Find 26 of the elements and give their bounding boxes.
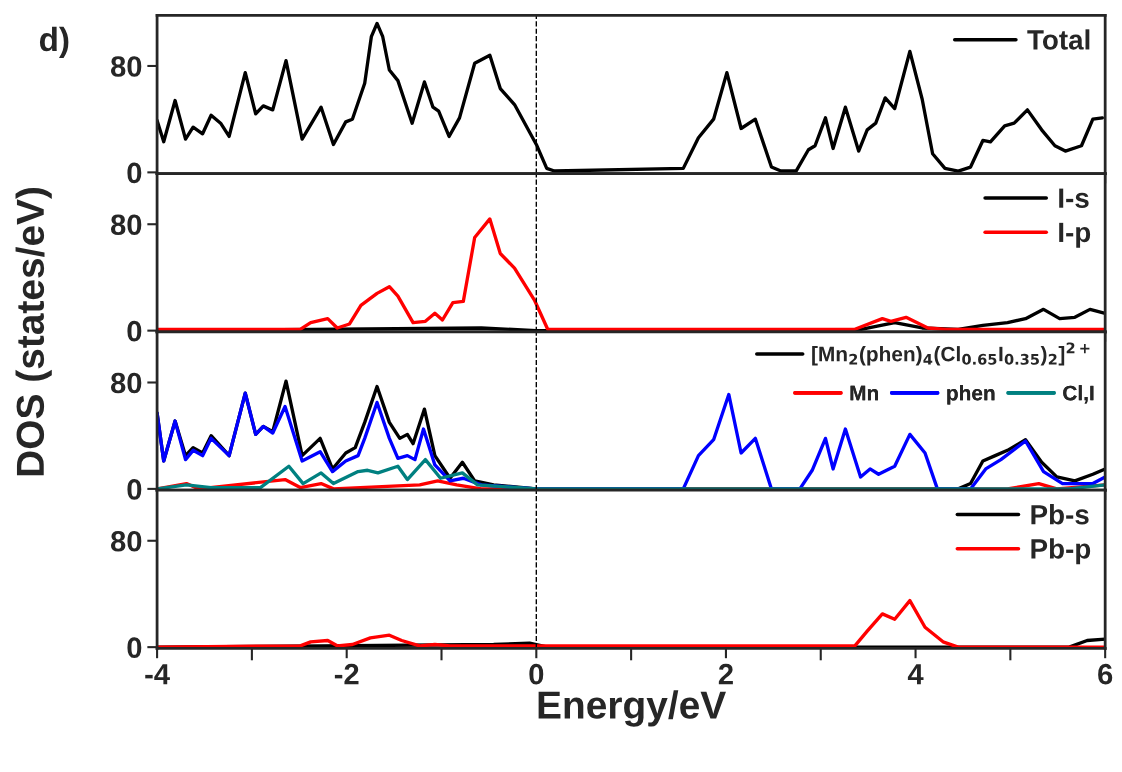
legend-label: Total <box>1027 29 1090 50</box>
y-tick-label: 0 <box>127 162 142 184</box>
legend-label: I-s <box>1059 188 1089 208</box>
y-tick-label: 80 <box>110 530 142 552</box>
y-tick-label: 0 <box>127 479 142 500</box>
y-tick-label: 80 <box>110 56 142 77</box>
legend-label: Pb-p <box>1031 538 1091 565</box>
x-tick-label: 6 <box>1098 663 1113 685</box>
x-tick-label: -2 <box>334 663 359 685</box>
x-tick-label: -4 <box>145 664 170 685</box>
x-tick-label: 2 <box>718 663 733 685</box>
x-tick-label: 0 <box>529 663 544 685</box>
legend-label: I-p <box>1059 222 1091 248</box>
y-tick-label: 80 <box>110 372 142 394</box>
y-tick-label: 0 <box>127 637 142 659</box>
y-axis-title: DOS (states/eV) <box>15 188 52 476</box>
y-tick-label: 80 <box>110 214 142 236</box>
y-tick-label: 0 <box>127 320 142 342</box>
x-axis-title: Energy/eV <box>538 690 726 727</box>
legend-label: Cl,I <box>1063 385 1094 404</box>
text: [Mn$_{2}$(phen)$_{4}$(Cl$_{0.65}$I$_{0.35}$)$_{2}$]$^{2+}$ <box>812 342 1090 366</box>
legend-label: Mn <box>850 385 878 401</box>
legend-label: phen <box>947 385 995 405</box>
text: d) <box>39 26 69 58</box>
x-tick-label: 4 <box>907 664 924 685</box>
legend-label: Pb-s <box>1031 504 1089 525</box>
